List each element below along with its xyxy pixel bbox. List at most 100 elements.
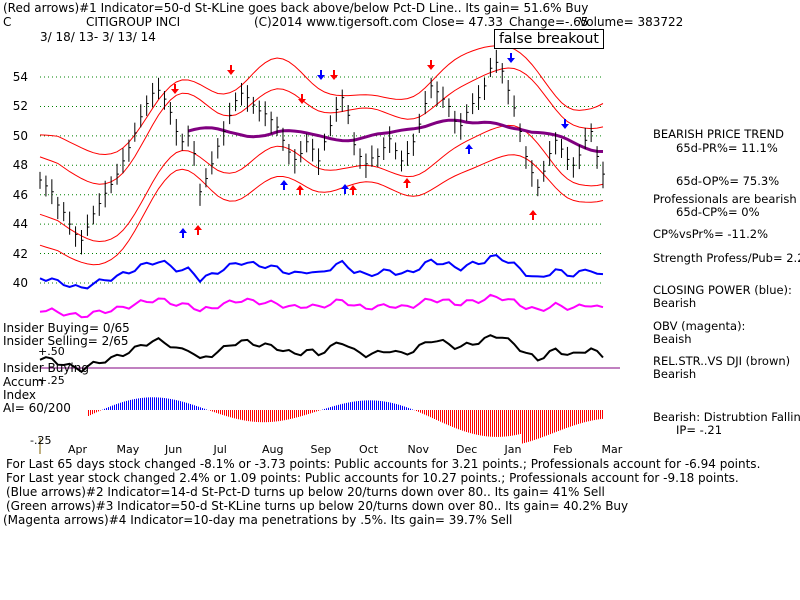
accum-bar bbox=[240, 410, 241, 420]
obv-series bbox=[39, 293, 604, 319]
professionals-status: Professionals are bearish bbox=[653, 192, 797, 206]
accum-bar bbox=[136, 398, 137, 410]
closing-power-label: CLOSING POWER (blue): bbox=[653, 283, 792, 297]
accum-bar bbox=[120, 402, 121, 410]
accum-bar bbox=[264, 410, 265, 423]
accum-bar bbox=[558, 410, 559, 432]
accum-bar bbox=[342, 403, 343, 410]
accum-bar bbox=[128, 400, 129, 410]
sell-arrow bbox=[507, 53, 515, 63]
accum-bar bbox=[328, 407, 329, 410]
accum-bar bbox=[294, 410, 295, 419]
accum-bar bbox=[130, 399, 131, 410]
accum-bar bbox=[546, 410, 547, 436]
accum-bar bbox=[304, 410, 305, 416]
accum-bar bbox=[88, 410, 89, 416]
accum-bar bbox=[598, 410, 599, 420]
accum-bar bbox=[124, 401, 125, 410]
ai-value: AI= 60/200 bbox=[3, 401, 71, 415]
accum-bar bbox=[216, 410, 217, 413]
accum-bar bbox=[226, 410, 227, 417]
buy-arrow bbox=[179, 228, 187, 238]
accum-bar bbox=[360, 400, 361, 410]
accum-bar bbox=[204, 408, 205, 410]
accum-bar bbox=[484, 410, 485, 437]
rel-strength-label: REL.STR..VS DJI (brown) bbox=[653, 354, 791, 368]
accum-bar bbox=[242, 410, 243, 421]
accum-bar bbox=[486, 410, 487, 437]
buy-arrow bbox=[194, 225, 202, 235]
accum-bar bbox=[596, 410, 597, 420]
accum-bar bbox=[278, 410, 279, 422]
accum-bar bbox=[502, 410, 503, 437]
accum-label: Accum bbox=[3, 375, 44, 389]
accum-bar bbox=[228, 410, 229, 417]
accum-bar bbox=[458, 410, 459, 430]
accum-bar bbox=[566, 410, 567, 429]
accum-bar bbox=[442, 410, 443, 423]
closing-power-series bbox=[39, 254, 604, 290]
buy-arrow bbox=[349, 185, 357, 195]
accum-bar bbox=[168, 398, 169, 410]
accum-bar bbox=[532, 410, 533, 441]
bollinger-bands bbox=[39, 45, 604, 266]
level-minus25: -.25 bbox=[30, 434, 52, 447]
accum-bar bbox=[494, 410, 495, 437]
accum-bar bbox=[378, 400, 379, 410]
buy-arrow bbox=[341, 184, 349, 194]
accum-bar bbox=[270, 410, 271, 422]
accum-bar bbox=[584, 410, 585, 423]
accum-bar bbox=[382, 401, 383, 410]
accum-bar bbox=[100, 410, 101, 411]
accum-bar bbox=[576, 410, 577, 425]
accum-bar bbox=[552, 410, 553, 434]
accum-bar bbox=[468, 410, 469, 433]
accum-bar bbox=[422, 410, 423, 414]
y-tick-label: 48 bbox=[12, 158, 28, 173]
change-value: Change=-.65 bbox=[509, 15, 589, 29]
accum-bar bbox=[350, 402, 351, 410]
accum-bar bbox=[170, 398, 171, 410]
accum-bar bbox=[528, 410, 529, 442]
accum-bar bbox=[368, 400, 369, 410]
accum-bar bbox=[98, 410, 99, 412]
grid-lines bbox=[39, 76, 620, 454]
accum-bar bbox=[232, 410, 233, 418]
accum-bar bbox=[184, 402, 185, 410]
accum-bar bbox=[398, 404, 399, 410]
accum-bar bbox=[466, 410, 467, 432]
accum-bar bbox=[400, 405, 401, 410]
accum-bar bbox=[454, 410, 455, 428]
x-tick-label: Aug bbox=[262, 443, 284, 456]
sell-arrow bbox=[298, 94, 306, 104]
accum-bar bbox=[456, 410, 457, 429]
accum-bar bbox=[496, 410, 497, 437]
x-tick-label: Jul bbox=[213, 443, 227, 456]
y-tick-label: 54 bbox=[12, 70, 28, 85]
accum-bar bbox=[286, 410, 287, 420]
lower-inner-band bbox=[39, 124, 604, 243]
accum-bar bbox=[210, 410, 211, 411]
sell-arrow bbox=[561, 119, 569, 129]
accum-bar bbox=[258, 410, 259, 423]
header-line1: (Red arrows)#1 Indicator=50-d St-KLine g… bbox=[3, 1, 589, 15]
footer-year: For Last year stock changed 2.4% or 1.09… bbox=[6, 471, 739, 485]
signal-arrows bbox=[171, 53, 569, 238]
accum-bar bbox=[344, 403, 345, 410]
accum-bar bbox=[354, 401, 355, 410]
cp-65d: 65d-CP%= 0% bbox=[676, 205, 760, 219]
accum-bar bbox=[118, 403, 119, 410]
accum-bar bbox=[248, 410, 249, 422]
strength-ratio: Strength Profess/Pub= 2.2 bbox=[653, 251, 800, 265]
accum-bar bbox=[574, 410, 575, 426]
accum-bar bbox=[406, 407, 407, 410]
accum-bar bbox=[416, 410, 417, 412]
accum-bar bbox=[194, 405, 195, 410]
accum-bar bbox=[126, 400, 127, 410]
purple-moving-average bbox=[187, 118, 604, 153]
accum-bar bbox=[250, 410, 251, 422]
accum-bar bbox=[370, 400, 371, 410]
accum-bar bbox=[556, 410, 557, 432]
accum-bar bbox=[352, 401, 353, 410]
accum-bar bbox=[522, 410, 523, 444]
